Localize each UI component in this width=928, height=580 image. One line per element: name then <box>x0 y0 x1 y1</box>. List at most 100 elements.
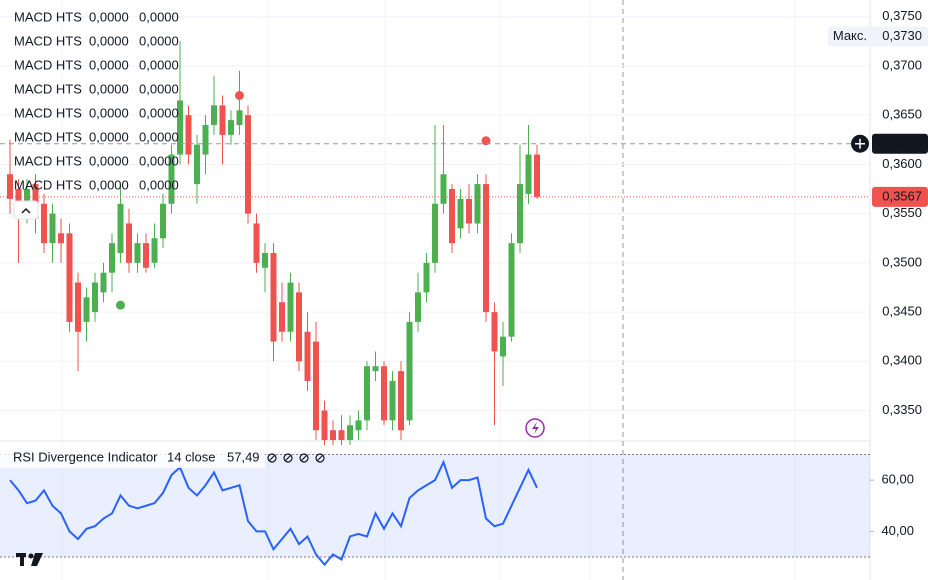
y-tick-label: 0,3400 <box>882 353 922 368</box>
signal-marker <box>481 136 491 146</box>
lightning-icon[interactable] <box>525 418 545 438</box>
candle-body <box>466 198 472 224</box>
indicator-value: 0,0000 <box>139 105 179 120</box>
candle-body <box>211 105 217 126</box>
add-icon <box>855 138 865 149</box>
candle-body <box>219 105 226 135</box>
candle-body <box>75 282 81 332</box>
candle-body <box>134 243 141 263</box>
crosshair-tag <box>872 133 928 154</box>
candle-body <box>364 366 370 421</box>
candle-body <box>117 203 124 254</box>
indicator-name: MACD HTS <box>14 129 82 144</box>
candle-body <box>355 420 362 431</box>
candle-body <box>296 292 302 362</box>
y-tick-label: 0,3350 <box>882 402 922 417</box>
candle-body <box>202 125 209 155</box>
y-tick-label: 0,3650 <box>882 107 922 122</box>
candle-body <box>151 238 158 263</box>
candle-body <box>534 154 540 197</box>
signal-marker <box>116 300 125 310</box>
candle-body <box>313 341 319 431</box>
indicator-name: MACD HTS <box>14 153 82 168</box>
indicator-value: 0,0000 <box>89 153 129 168</box>
candle-body <box>432 203 438 263</box>
high-tag-value: 0,3730 <box>882 28 922 43</box>
y-tick-label: 0,3500 <box>882 254 922 269</box>
indicator-name: MACD HTS <box>14 57 82 72</box>
candle-body <box>338 430 345 441</box>
indicator-value: 0,0000 <box>139 81 179 96</box>
indicator-value: 0,0000 <box>89 33 129 48</box>
candle-body <box>168 154 175 204</box>
candle-body <box>194 144 200 185</box>
indicator-value: 0,0000 <box>89 9 129 24</box>
tradingview-logo <box>16 553 43 566</box>
rsi-value: 57,49 <box>227 449 260 464</box>
candle-body <box>372 366 379 372</box>
candle-body <box>41 203 47 244</box>
candle-body <box>287 282 294 332</box>
indicator-name: MACD HTS <box>14 33 82 48</box>
candle-body <box>474 184 481 224</box>
last-price-label: 0,3567 <box>882 188 922 203</box>
candle-body <box>262 253 268 268</box>
candle-body <box>185 115 192 155</box>
candle-body <box>500 336 506 357</box>
rsi-icons[interactable] <box>267 453 325 463</box>
y-tick-label: 40,00 <box>881 523 914 538</box>
collapse-button[interactable] <box>13 200 39 220</box>
candle-body <box>449 189 455 244</box>
candle-body <box>160 203 166 239</box>
overlay: MACD HTS 0,0000 0,0000 MACD HTS 0,0000 0,0000… <box>0 9 928 468</box>
y-tick-label: 0,3750 <box>882 8 922 23</box>
candle-body <box>126 223 132 263</box>
indicator-name: MACD HTS <box>14 177 82 192</box>
candle-body <box>15 189 22 209</box>
candle-body <box>270 253 277 342</box>
vertical-grid <box>61 0 796 580</box>
candle-body <box>83 297 90 322</box>
candle-body <box>423 262 430 293</box>
candle-body <box>49 213 56 244</box>
candle-body <box>58 233 64 244</box>
y-tick-label: 60,00 <box>881 472 914 487</box>
candle-body <box>24 189 30 209</box>
rsi-line <box>9 459 538 567</box>
candle-body <box>109 243 115 273</box>
candle-body <box>143 243 149 268</box>
candle-body <box>330 430 336 441</box>
indicator-value: 0,0000 <box>89 129 129 144</box>
y-tick-label: 0,3600 <box>882 156 922 171</box>
candle-body <box>245 115 251 214</box>
candle-body <box>457 198 464 229</box>
candle-body <box>92 282 98 313</box>
indicator-value: 0,0000 <box>139 177 179 192</box>
indicator-value: 0,0000 <box>89 177 129 192</box>
candle-body <box>508 243 515 337</box>
indicator-value: 0,0000 <box>139 153 179 168</box>
candle-body <box>415 292 421 322</box>
rsi-header-bg <box>0 448 265 468</box>
indicator-value: 0,0000 <box>89 105 129 120</box>
signal-marker <box>235 90 244 100</box>
rsi-title: RSI Divergence Indicator <box>13 449 158 464</box>
main-pane: 0,3350 0,3400 0,3450 0,3500 0,3550 0,3600 0,36… <box>0 8 922 445</box>
candle-body <box>66 233 73 322</box>
candle-body <box>440 174 447 204</box>
indicator-value: 0,0000 <box>139 9 179 24</box>
indicator-name: MACD HTS <box>14 105 82 120</box>
candle-body <box>177 100 183 155</box>
candle-body <box>304 331 311 381</box>
y-tick-label: 0,3450 <box>882 304 922 319</box>
indicator-name: MACD HTS <box>14 81 82 96</box>
candle-body <box>253 223 260 263</box>
candle-body <box>483 184 489 313</box>
indicator-value: 0,0000 <box>89 57 129 72</box>
candle-body <box>347 425 353 441</box>
candle-body <box>236 110 243 126</box>
last-price-tag <box>872 186 928 207</box>
indicator-value: 0,0000 <box>139 57 179 72</box>
